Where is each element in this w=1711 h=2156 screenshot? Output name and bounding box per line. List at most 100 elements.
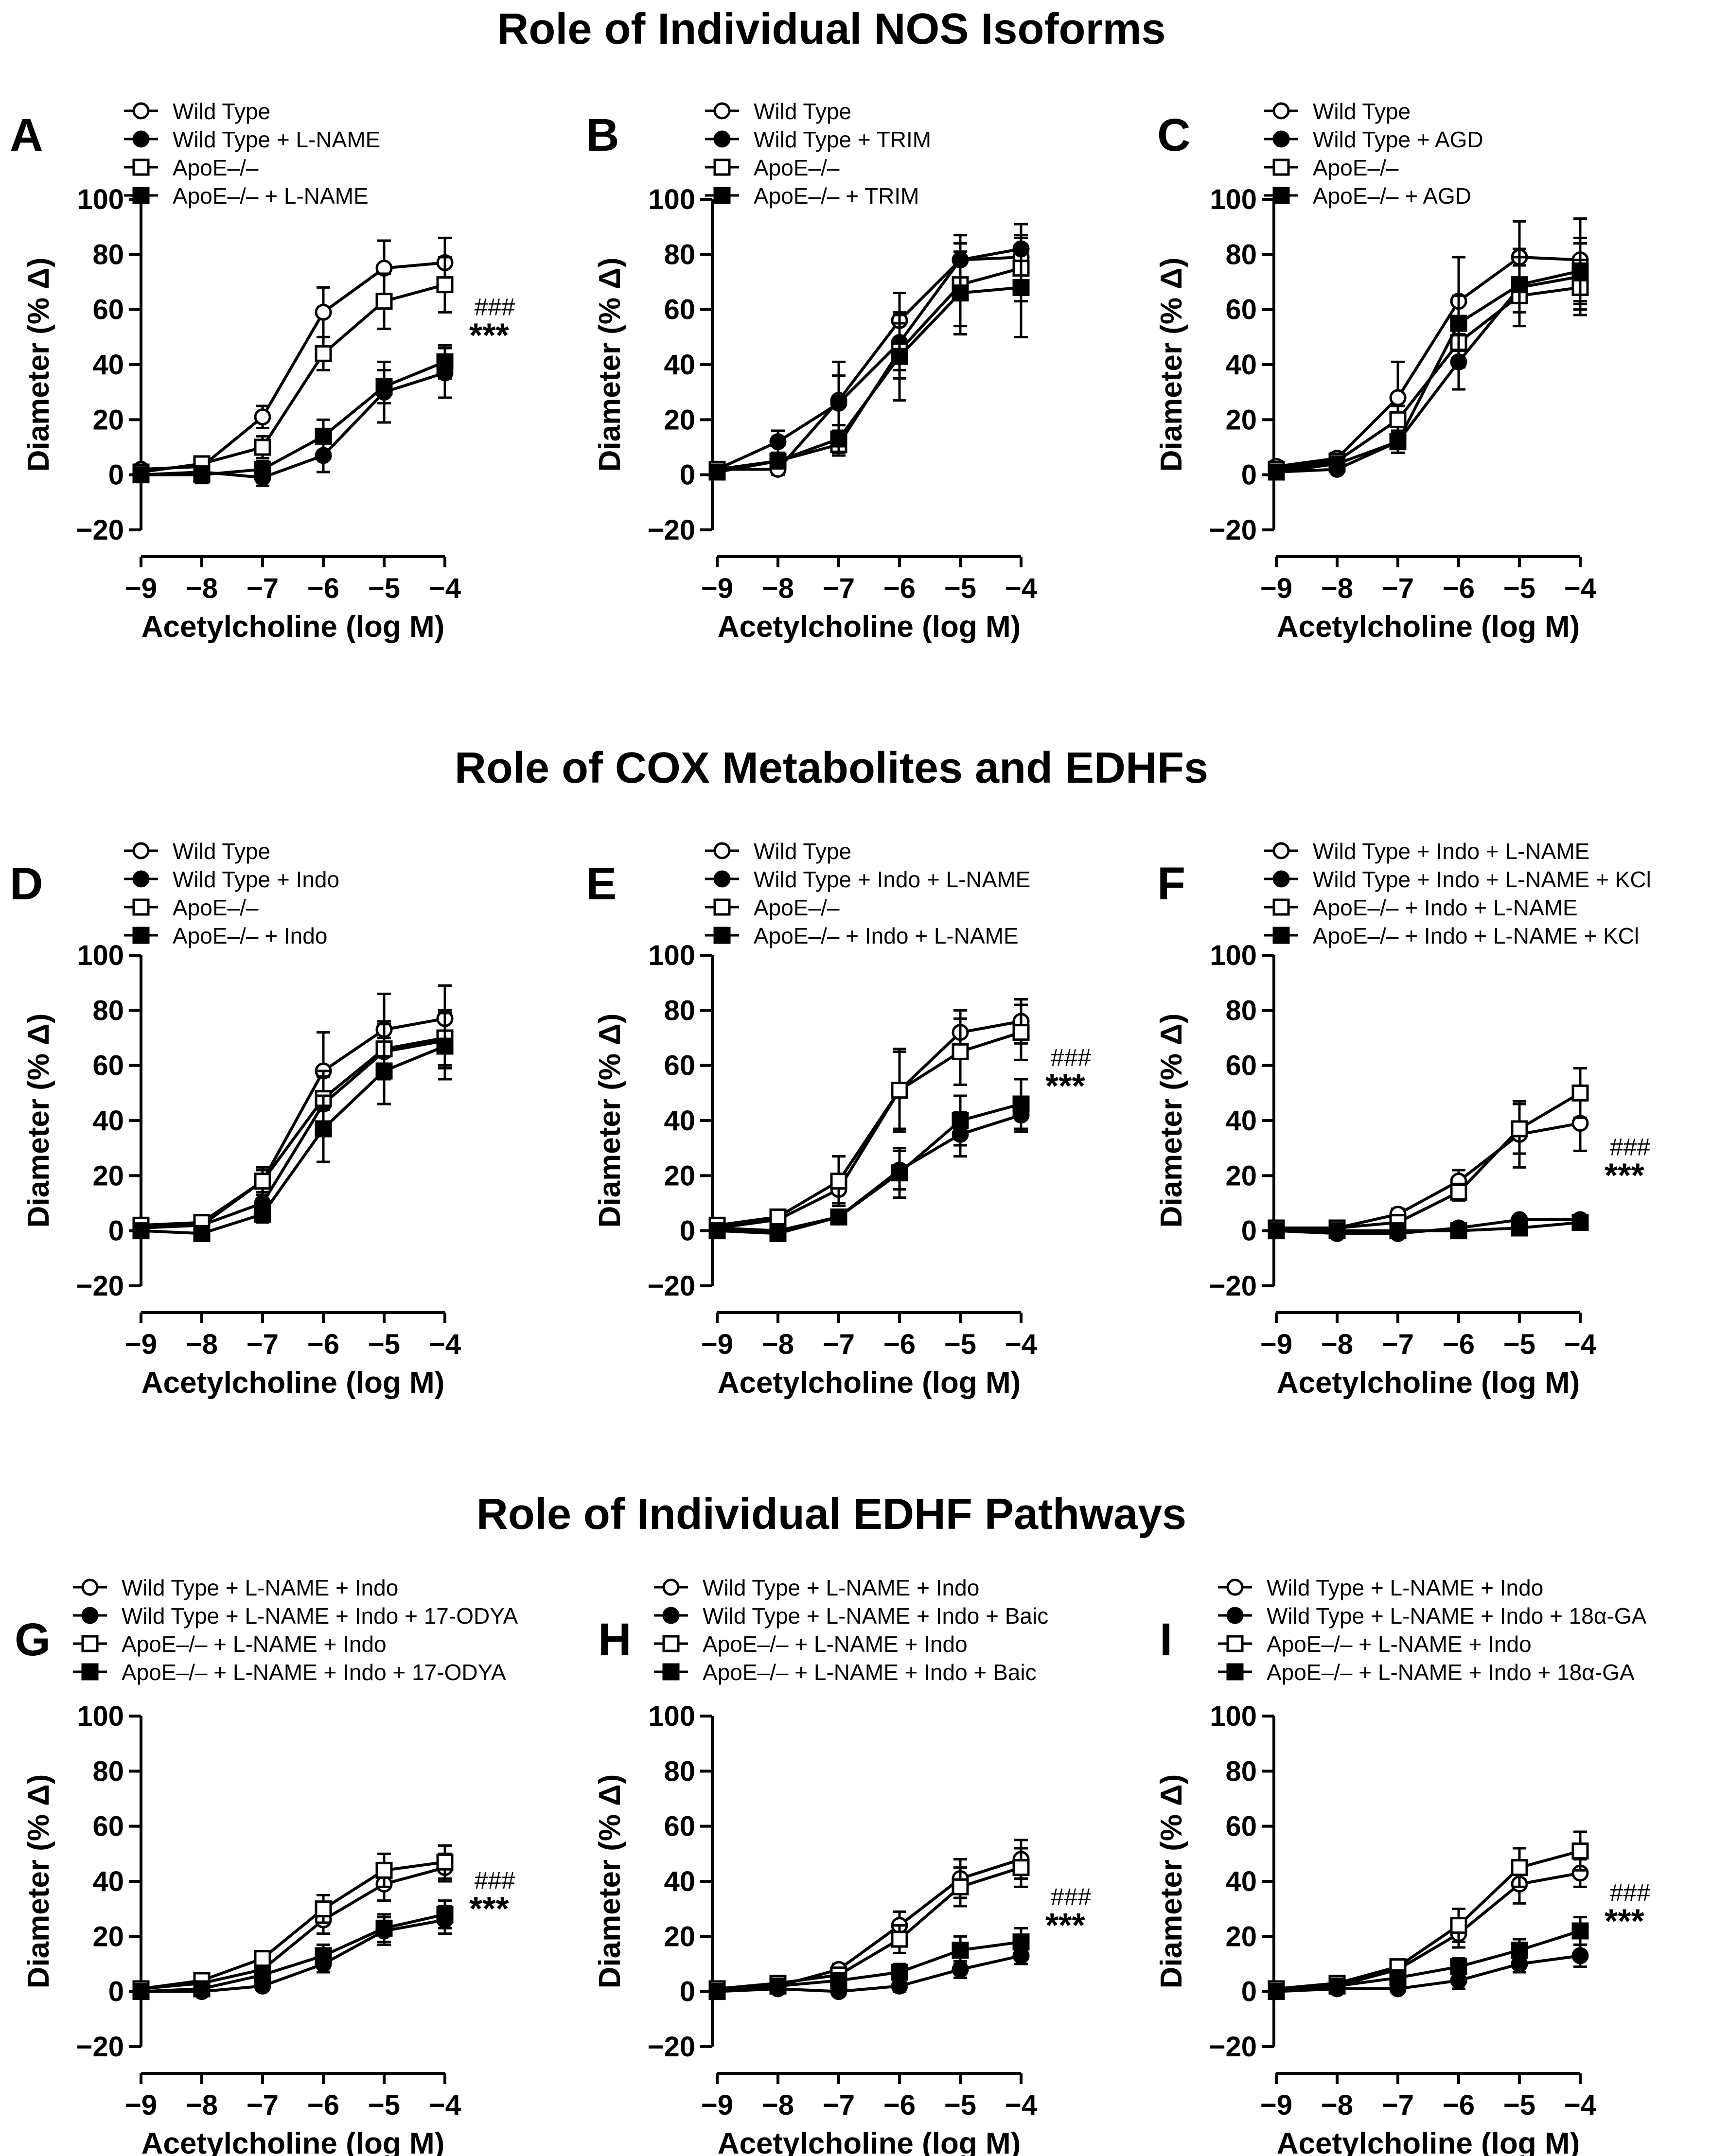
data-point xyxy=(708,1222,726,1240)
y-tick-label: 40 xyxy=(664,1866,695,1897)
y-tick-label: 0 xyxy=(1241,1215,1257,1247)
y-tick-label: 100 xyxy=(77,1700,124,1732)
panel-letter: F xyxy=(1157,858,1185,910)
y-tick-label: 0 xyxy=(108,459,124,491)
y-tick-label: 0 xyxy=(1241,1976,1257,2008)
x-tick-label: −8 xyxy=(1321,2089,1353,2121)
x-tick-label: −4 xyxy=(1005,573,1037,604)
x-axis-label: Acetylcholine (log M) xyxy=(141,1366,444,1400)
panel-f: F −20 0 20 40 60 80 100 Diameter (% Δ) −9 −8 −7 −6 −5… xyxy=(1155,839,1651,1400)
legend-label: ApoE–/– xyxy=(1313,155,1399,180)
y-tick-label: 100 xyxy=(77,184,124,215)
annotation-hash: ### xyxy=(474,1867,515,1894)
y-tick-label: 60 xyxy=(92,1050,124,1082)
y-tick-label: 100 xyxy=(648,184,695,215)
x-axis-label: Acetylcholine (log M) xyxy=(718,1366,1021,1400)
data-point xyxy=(1571,1214,1589,1231)
y-tick-label: 80 xyxy=(664,1755,695,1787)
x-tick-label: −6 xyxy=(883,2089,916,2121)
series-4 xyxy=(132,1012,454,1242)
series-line xyxy=(717,1103,1022,1235)
x-tick-label: −9 xyxy=(701,573,733,604)
legend-marker xyxy=(81,1607,99,1624)
data-point xyxy=(952,284,969,302)
data-point xyxy=(254,1966,271,1984)
x-tick-label: −6 xyxy=(1443,2089,1475,2121)
x-tick-label: −6 xyxy=(307,2089,339,2121)
data-point xyxy=(315,1947,332,1964)
y-tick-label: 100 xyxy=(1210,184,1257,215)
legend-label: Wild Type + L-NAME + Indo + 17-ODYA xyxy=(122,1603,518,1629)
data-point xyxy=(891,1963,908,1981)
legend-entry: ApoE–/– + L-NAME + Indo + 17-ODYA xyxy=(73,1660,506,1685)
legend-label: ApoE–/– + TRIM xyxy=(754,183,919,209)
legend-marker xyxy=(662,1663,680,1681)
annotation-hash: ### xyxy=(1050,1883,1092,1911)
panel-a: A −20 0 20 40 60 80 100 Diameter (% Δ) −9 −8 −7 −6 −5… xyxy=(10,99,515,644)
legend-label: ApoE–/– + L-NAME + Indo xyxy=(1267,1631,1532,1657)
data-point xyxy=(315,303,332,321)
legend-entry: ApoE–/– + Indo + L-NAME xyxy=(1264,895,1578,920)
panel-e: E −20 0 20 40 60 80 100 Diameter (% Δ) −9 −8 −7 −6 −5… xyxy=(586,839,1092,1400)
data-point xyxy=(952,1112,969,1129)
legend-label: Wild Type + L-NAME + Indo + 18α-GA xyxy=(1267,1603,1647,1629)
legend-entry: ApoE–/– + TRIM xyxy=(705,183,919,209)
y-tick-label: 80 xyxy=(664,239,695,270)
x-tick-label: −4 xyxy=(429,1329,461,1360)
legend-entry: Wild Type + L-NAME + Indo + Baic xyxy=(654,1603,1048,1629)
x-tick-label: −9 xyxy=(1260,1329,1292,1360)
y-axis-label: Diameter (% Δ) xyxy=(593,1774,627,1989)
data-point xyxy=(436,276,454,294)
legend-entry: Wild Type + L-NAME + Indo xyxy=(654,1575,979,1600)
legend-entry: Wild Type xyxy=(1264,99,1411,124)
y-axis-label: Diameter (% Δ) xyxy=(22,258,55,472)
legend-marker xyxy=(132,102,150,120)
data-point xyxy=(952,1942,969,1959)
legend-label: Wild Type + Indo + L-NAME xyxy=(754,867,1030,892)
x-tick-label: −4 xyxy=(1564,1329,1596,1360)
x-tick-label: −7 xyxy=(1382,573,1414,604)
legend-marker xyxy=(1226,1607,1244,1624)
legend-marker xyxy=(81,1578,99,1596)
data-point xyxy=(1511,276,1528,294)
annotation-hash: ### xyxy=(474,294,515,321)
legend-entry: ApoE–/– + Indo + L-NAME xyxy=(705,923,1019,948)
legend-entry: Wild Type xyxy=(705,839,851,864)
x-axis-label: Acetylcholine (log M) xyxy=(1277,610,1580,644)
x-tick-label: −9 xyxy=(1260,2089,1292,2121)
y-tick-label: 20 xyxy=(1225,1160,1257,1192)
y-tick-label: 0 xyxy=(108,1215,124,1247)
x-tick-label: −4 xyxy=(429,2089,461,2121)
y-tick-label: 40 xyxy=(92,349,124,381)
y-tick-label: 80 xyxy=(92,995,124,1026)
series-line xyxy=(1276,1221,1581,1232)
data-point xyxy=(1328,1222,1346,1240)
panel-letter: D xyxy=(10,858,43,910)
series-line xyxy=(1276,269,1581,473)
data-point xyxy=(436,1853,454,1871)
series-line xyxy=(717,1020,1022,1229)
x-tick-label: −5 xyxy=(368,2089,400,2121)
series-4 xyxy=(132,1899,454,2000)
legend-entry: Wild Type + Indo + L-NAME xyxy=(1264,839,1589,864)
legend-marker xyxy=(81,1635,99,1652)
series-line xyxy=(1276,1954,1581,1993)
data-point xyxy=(1389,1222,1407,1240)
y-tick-label: 20 xyxy=(92,404,124,436)
legend-label: Wild Type + L-NAME + Indo + Baic xyxy=(703,1603,1048,1629)
y-tick-label: 80 xyxy=(1225,995,1257,1026)
legend-entry: Wild Type + Indo xyxy=(124,867,339,892)
data-point xyxy=(436,353,454,370)
y-tick-label: 20 xyxy=(1225,1921,1257,1952)
legend-label: Wild Type + L-NAME + Indo xyxy=(1267,1575,1543,1600)
panel-letter: B xyxy=(586,109,619,161)
x-tick-label: −6 xyxy=(307,1329,339,1360)
section-title-edhf-pathways: Role of Individual EDHF Pathways xyxy=(476,1490,1186,1539)
legend-label: ApoE–/– + L-NAME + Indo xyxy=(703,1631,968,1657)
data-point xyxy=(193,466,211,484)
y-tick-label: −20 xyxy=(76,1270,124,1302)
y-tick-label: 20 xyxy=(92,1160,124,1192)
legend-label: Wild Type + L-NAME xyxy=(173,127,380,152)
y-tick-label: 0 xyxy=(680,1215,695,1247)
data-point xyxy=(1571,262,1589,280)
